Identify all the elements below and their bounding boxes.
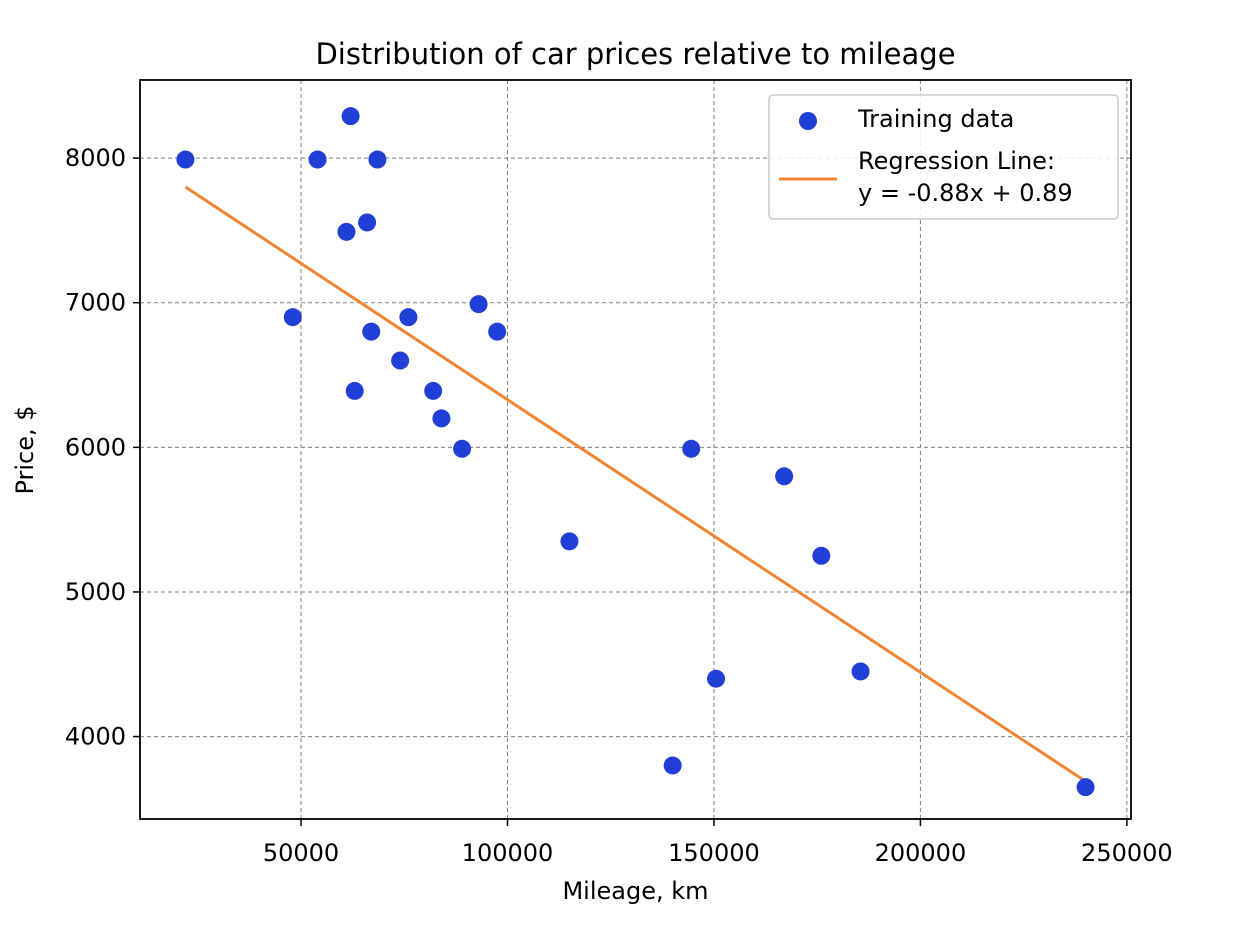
data-point (560, 532, 579, 551)
y-axis-label: Price, $ (11, 405, 39, 494)
data-point (362, 322, 381, 341)
chart-title: Distribution of car prices relative to m… (315, 37, 955, 71)
data-point (391, 351, 410, 370)
data-point (775, 467, 794, 486)
data-point (488, 322, 507, 341)
legend: Training data Regression Line: y = -0.88… (768, 94, 1119, 220)
legend-marker-training-data (799, 112, 817, 130)
data-point (341, 107, 360, 126)
data-point (432, 409, 451, 428)
data-point (453, 439, 472, 458)
legend-label-training-data: Training data (857, 105, 1014, 133)
x-tick-label: 150000 (668, 839, 760, 867)
scatter-points (176, 107, 1095, 797)
data-point (682, 439, 701, 458)
legend-label-regression-line: Regression Line: (858, 147, 1055, 175)
regression-line (184, 185, 1087, 783)
regression-line-layer (184, 185, 1087, 783)
x-tick-label: 50000 (263, 839, 339, 867)
legend-box (768, 94, 1119, 220)
data-point (308, 150, 327, 169)
data-point (368, 150, 387, 169)
x-tick-label: 250000 (1081, 839, 1173, 867)
data-point (851, 662, 870, 681)
data-point (812, 546, 831, 565)
data-point (399, 308, 418, 327)
data-point (283, 308, 302, 327)
y-tick-label: 4000 (65, 723, 126, 751)
data-point (424, 381, 443, 400)
data-point (469, 295, 488, 314)
data-point (345, 381, 364, 400)
y-tick-label: 5000 (65, 578, 126, 606)
x-axis-label: Mileage, km (562, 877, 708, 905)
data-point (707, 669, 726, 688)
y-tick-label: 6000 (65, 433, 126, 461)
data-point (176, 150, 195, 169)
axis-ticks: 50000 100000 150000 200000 250000 4000 5000 600… (65, 144, 1173, 867)
x-tick-label: 100000 (462, 839, 554, 867)
y-tick-label: 8000 (65, 144, 126, 172)
plot-frame (139, 79, 1132, 820)
legend-label-regression-equation: y = -0.88x + 0.89 (858, 179, 1073, 207)
data-point (663, 756, 682, 775)
y-tick-label: 7000 (65, 289, 126, 317)
data-point (1076, 778, 1095, 797)
x-tick-label: 200000 (875, 839, 967, 867)
data-point (337, 222, 356, 241)
data-point (358, 213, 377, 232)
